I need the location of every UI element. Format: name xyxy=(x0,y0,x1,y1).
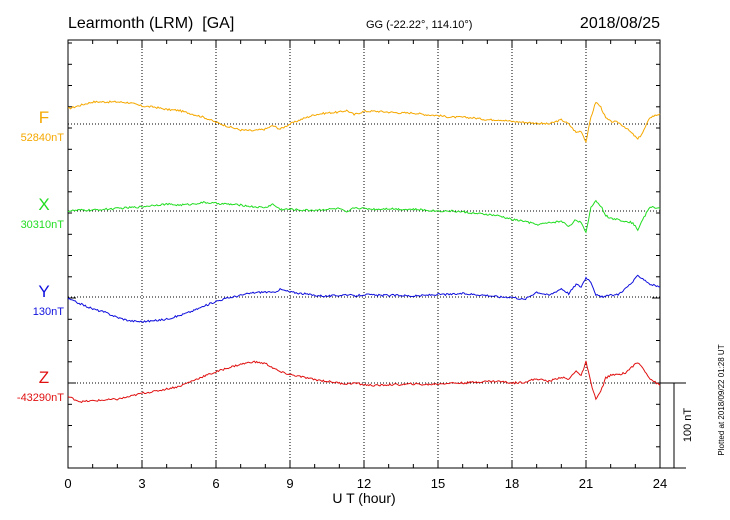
series-traces xyxy=(67,100,661,404)
series-baseline-z: -43290nT xyxy=(17,392,64,404)
series-line-f xyxy=(67,100,661,144)
x-tick-label: 24 xyxy=(653,476,667,491)
series-baseline-y: 130nT xyxy=(33,306,64,318)
series-labels: F 52840nT X 30310nT Y 130nT Z -43290nT xyxy=(17,108,64,404)
x-tick-label: 15 xyxy=(431,476,445,491)
series-name-x: X xyxy=(38,195,49,214)
x-tick-label: 3 xyxy=(138,476,145,491)
axis-ticks xyxy=(67,40,661,469)
series-name-y: Y xyxy=(38,282,49,301)
series-name-f: F xyxy=(39,108,49,127)
x-tick-label: 21 xyxy=(579,476,593,491)
x-axis-label: U T (hour) xyxy=(332,490,395,506)
series-line-y xyxy=(67,274,661,324)
series-line-z xyxy=(67,360,661,404)
date-label: 2018/08/25 xyxy=(580,15,660,32)
scale-bar-label: 100 nT xyxy=(682,408,694,443)
x-tick-label: 6 xyxy=(212,476,219,491)
x-tick-label: 0 xyxy=(64,476,71,491)
scale-bar: 100 nT xyxy=(660,382,694,469)
series-name-z: Z xyxy=(39,368,49,387)
series-baseline-f: 52840nT xyxy=(21,132,65,144)
station-title: Learmonth (LRM) [GA] xyxy=(68,15,234,32)
coords-label: GG (-22.22°, 114.10°) xyxy=(366,19,472,31)
series-baseline-x: 30310nT xyxy=(21,219,65,231)
x-tick-labels: 0 3 6 9 12 15 18 21 24 xyxy=(64,476,667,491)
x-tick-label: 12 xyxy=(357,476,371,491)
series-line-x xyxy=(67,199,661,234)
grid xyxy=(68,40,660,468)
x-tick-label: 18 xyxy=(505,476,519,491)
x-tick-label: 9 xyxy=(286,476,293,491)
plot-timestamp: Plotted at 2018/09/22 01:28 UT xyxy=(717,344,726,455)
